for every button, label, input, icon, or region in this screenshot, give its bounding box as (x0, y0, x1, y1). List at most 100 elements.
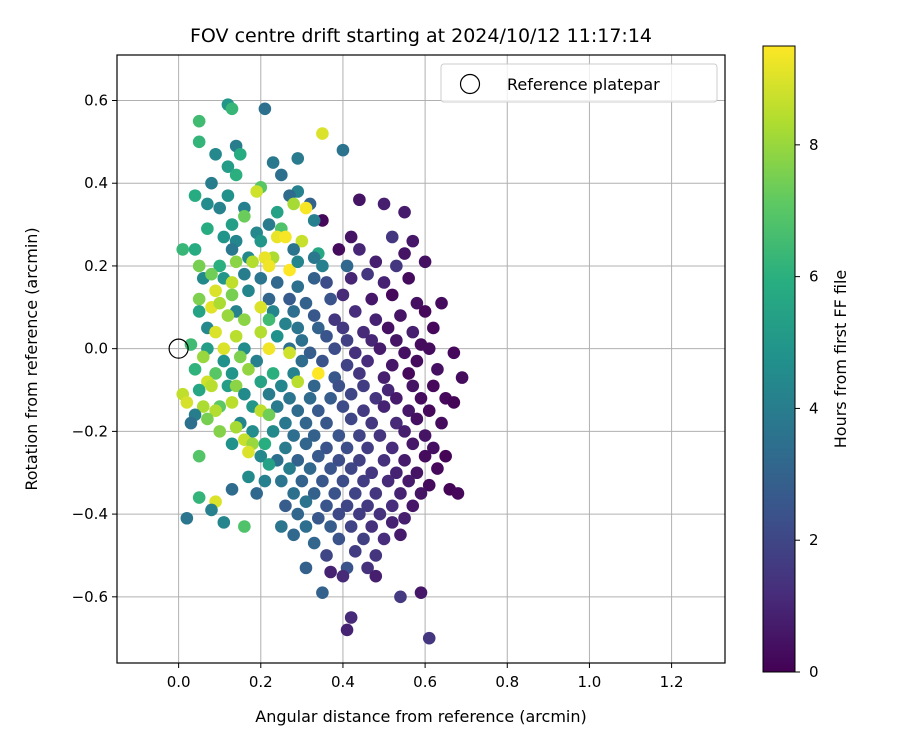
x-tick-label: 1.0 (578, 673, 602, 691)
data-point (192, 292, 206, 306)
plot-frame (116, 54, 726, 664)
data-point (303, 346, 317, 360)
data-point (279, 317, 292, 331)
data-point (275, 474, 288, 488)
data-point (394, 528, 407, 542)
data-point (242, 284, 255, 298)
data-point (254, 272, 268, 285)
data-point (254, 325, 268, 339)
data-point (398, 425, 411, 438)
data-point (361, 354, 374, 368)
data-point (192, 383, 206, 397)
data-point (385, 441, 399, 455)
colorbar-tick-label: 8 (809, 136, 819, 154)
data-point (365, 520, 379, 533)
data-point (361, 267, 374, 281)
data-point (213, 259, 227, 273)
x-tick-label: 1.2 (660, 673, 684, 691)
data-point (381, 474, 395, 488)
data-point (225, 288, 239, 302)
data-point (291, 375, 305, 389)
data-point (344, 520, 358, 533)
data-point (283, 462, 296, 475)
data-point (225, 482, 239, 496)
data-point (213, 425, 227, 438)
data-point (435, 416, 448, 430)
data-point (205, 503, 218, 517)
data-point (307, 487, 321, 500)
data-point (275, 379, 288, 393)
data-point (406, 325, 420, 339)
data-point (316, 354, 329, 368)
data-point (344, 412, 358, 426)
data-point (238, 313, 251, 327)
data-point (266, 156, 280, 169)
data-point (201, 412, 214, 426)
data-point (225, 437, 239, 451)
data-point (410, 296, 424, 310)
data-point (233, 147, 247, 161)
data-point (336, 400, 350, 413)
data-point (205, 379, 218, 393)
data-point (348, 487, 362, 500)
data-point (196, 350, 210, 364)
data-point (418, 305, 432, 318)
data-point (377, 276, 391, 289)
data-point (270, 205, 284, 219)
data-point (398, 346, 411, 360)
data-point (422, 631, 436, 645)
data-point (299, 437, 313, 451)
data-point (390, 391, 403, 405)
data-point (217, 230, 231, 244)
x-tick-label: 0.0 (167, 673, 191, 691)
data-point (266, 367, 280, 380)
data-point (262, 387, 276, 401)
data-point (299, 520, 313, 533)
data-point (229, 379, 243, 393)
data-point (369, 313, 383, 327)
data-point (225, 218, 239, 231)
data-point (180, 511, 194, 525)
data-point (320, 416, 333, 430)
data-point (295, 474, 309, 488)
data-point (336, 474, 350, 488)
data-point (406, 437, 420, 451)
data-point (385, 288, 399, 302)
data-point (324, 391, 337, 405)
data-point (447, 396, 461, 409)
data-point (250, 487, 263, 500)
x-tick-label: 0.2 (249, 673, 273, 691)
chart-title: FOV centre drift starting at 2024/10/12 … (190, 25, 652, 47)
data-point (299, 416, 313, 430)
data-point (188, 243, 202, 256)
data-point (311, 321, 325, 335)
reference-marker (168, 338, 189, 359)
data-point (410, 354, 424, 368)
data-point (406, 379, 420, 393)
colorbar-gradient (762, 45, 796, 673)
data-point (262, 292, 276, 306)
data-point (279, 499, 292, 513)
data-point (307, 536, 321, 550)
data-point (439, 449, 452, 463)
data-point (324, 565, 337, 579)
data-point (307, 214, 321, 227)
data-point (262, 342, 276, 355)
data-point (340, 334, 354, 347)
data-point (217, 516, 231, 529)
data-point (262, 218, 276, 231)
y-tick-label: −0.6 (72, 588, 108, 606)
y-tick-label: −0.4 (72, 505, 108, 523)
data-point (279, 416, 292, 430)
data-point (192, 491, 206, 504)
data-point (279, 441, 292, 455)
data-point (254, 234, 268, 248)
data-point (295, 334, 309, 347)
data-point (221, 189, 235, 202)
y-tick-label: 0.6 (84, 91, 108, 109)
data-point (385, 358, 399, 372)
data-point (365, 466, 379, 480)
data-point (394, 590, 407, 604)
data-point (217, 354, 231, 368)
